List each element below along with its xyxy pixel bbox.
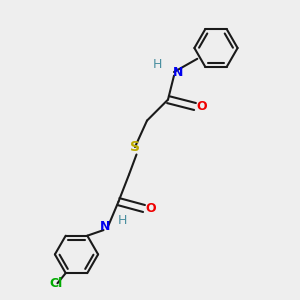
Text: H: H — [153, 58, 162, 71]
Text: N: N — [172, 65, 183, 79]
Text: H: H — [118, 214, 127, 227]
Text: O: O — [145, 202, 156, 215]
Text: Cl: Cl — [49, 277, 63, 290]
Text: S: S — [130, 140, 140, 154]
Text: N: N — [100, 220, 110, 233]
Text: O: O — [196, 100, 207, 113]
